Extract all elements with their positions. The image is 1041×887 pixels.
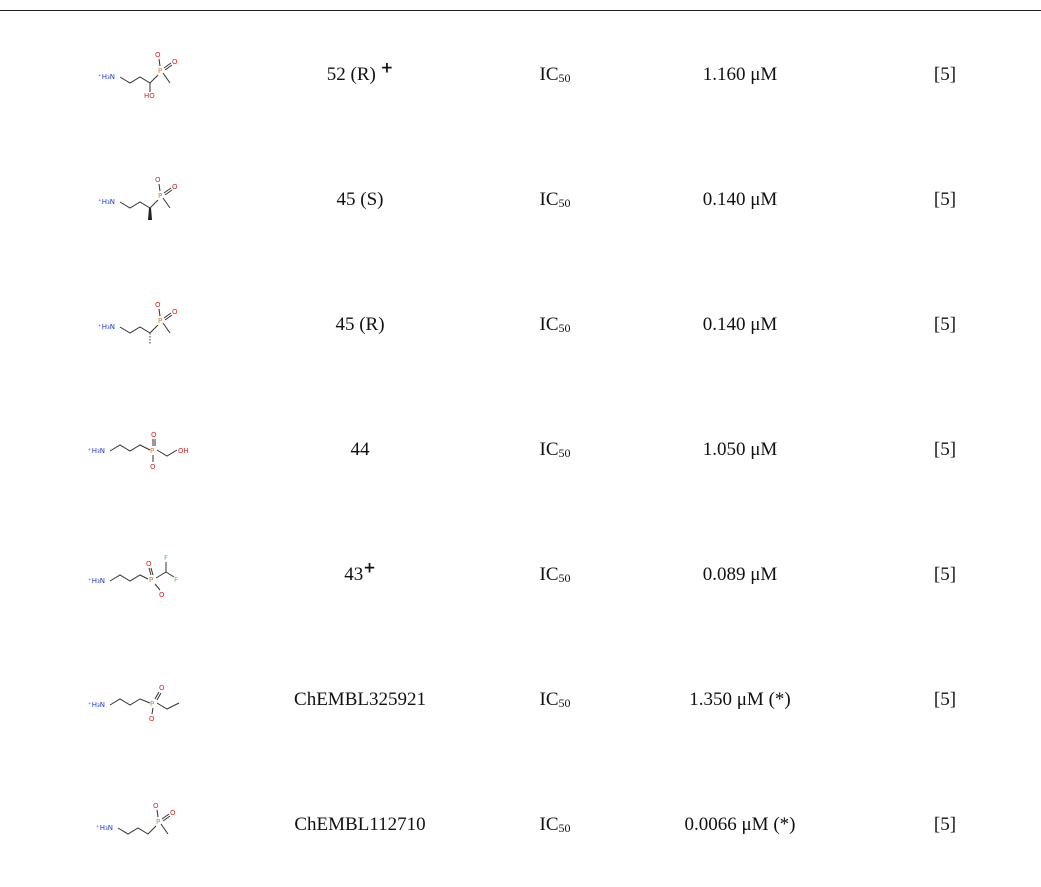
svg-text:O: O	[172, 183, 178, 191]
svg-text:P: P	[150, 447, 154, 455]
structure-cell: ⁺H₃N P O O OH	[70, 418, 220, 482]
structure-cell: ⁺H₃N P O O F F	[70, 543, 220, 607]
compound-mark: +	[363, 558, 376, 577]
aminopropyl-methyl-r-phosphinate-structure-icon: ⁺H₃N P O O	[98, 301, 178, 345]
svg-text:P: P	[149, 576, 153, 584]
svg-text:O: O	[149, 715, 155, 723]
svg-text:O: O	[159, 684, 165, 692]
reference: [5]	[933, 813, 957, 835]
aminopropyl-ethyl-phosphinate-structure-icon: ⁺H₃N P O O	[88, 684, 180, 723]
measure-type: IC50	[539, 63, 571, 85]
svg-text:⁺H₃N: ⁺H₃N	[98, 198, 115, 206]
aminopropyl-hydroxymethyl-phosphinate-structure-icon: ⁺H₃N P O O OH	[88, 431, 189, 471]
table-row: ⁺H₃N P O O 45 (R) IC50 0.140 μM [5]	[0, 262, 1041, 387]
svg-text:⁺H₃N: ⁺H₃N	[98, 73, 115, 81]
activity-value: 1.350 μM (*)	[689, 688, 791, 710]
svg-text:⁺H₃N: ⁺H₃N	[88, 447, 105, 455]
aminopropyl-methyl-s-phosphinate-structure-icon: ⁺H₃N P O O	[98, 176, 178, 220]
structure-cell: ⁺H₃N P O O	[70, 668, 220, 732]
svg-text:P: P	[150, 700, 154, 708]
svg-text:⁺H₃N: ⁺H₃N	[88, 577, 105, 585]
table-row: ⁺H₃N HO P O O 52 (R) + IC50 1.160 μM [5]	[0, 12, 1041, 137]
compound-id: 52 (R) +	[326, 58, 394, 85]
compound-id: ChEMBL112710	[294, 813, 426, 835]
svg-text:F: F	[164, 554, 168, 562]
activity-value: 0.0066 μM (*)	[684, 813, 796, 835]
compound-id: 45 (S)	[336, 188, 384, 210]
measure-type: IC50	[539, 813, 571, 835]
svg-text:F: F	[174, 576, 178, 584]
compound-id: ChEMBL325921	[294, 688, 426, 710]
table-row: ⁺H₃N P O O 45 (S) IC50 0.140 μM [5]	[0, 137, 1041, 262]
reference: [5]	[933, 188, 957, 210]
aminopropyl-methyl-phosphinate-structure-icon: ⁺H₃N P O O	[96, 802, 176, 835]
svg-text:O: O	[153, 802, 159, 810]
svg-text:O: O	[155, 301, 161, 309]
compound-id: 45 (R)	[335, 313, 385, 335]
aminopropyl-difluoromethyl-phosphinate-structure-icon: ⁺H₃N P O O F F	[88, 554, 178, 599]
activity-value: 1.050 μM	[702, 438, 778, 460]
svg-text:P: P	[158, 67, 162, 75]
activity-value: 0.140 μM	[702, 313, 778, 335]
compound-mark: +	[380, 58, 394, 77]
reference: [5]	[933, 438, 957, 460]
svg-text:⁺H₃N: ⁺H₃N	[88, 701, 105, 709]
svg-text:O: O	[151, 431, 157, 439]
reference: [5]	[933, 313, 957, 335]
svg-text:OH: OH	[178, 447, 189, 455]
table-top-rule	[0, 10, 1041, 11]
svg-text:⁺H₃N: ⁺H₃N	[96, 824, 113, 832]
structure-cell: ⁺H₃N HO P O O	[70, 43, 220, 107]
activity-value: 0.089 μM	[702, 563, 778, 585]
svg-text:O: O	[172, 58, 178, 66]
compound-table: ⁺H₃N HO P O O 52 (R) + IC50 1.160 μM [5]…	[0, 12, 1041, 887]
svg-text:O: O	[150, 463, 156, 471]
measure-type: IC50	[539, 188, 571, 210]
svg-text:O: O	[155, 176, 161, 184]
svg-text:O: O	[146, 560, 152, 568]
svg-text:O: O	[155, 51, 161, 59]
measure-type: IC50	[539, 563, 571, 585]
svg-text:P: P	[158, 192, 162, 200]
measure-type: IC50	[539, 313, 571, 335]
table-row: ⁺H₃N P O O OH 44 IC50 1.050 μM [5]	[0, 387, 1041, 512]
svg-text:P: P	[156, 818, 160, 826]
structure-cell: ⁺H₃N P O O	[70, 293, 220, 357]
svg-text:P: P	[158, 317, 162, 325]
reference: [5]	[933, 563, 957, 585]
svg-text:HO: HO	[144, 92, 155, 100]
svg-text:O: O	[172, 308, 178, 316]
svg-text:O: O	[170, 809, 176, 817]
compound-id: 44	[350, 438, 370, 460]
table-row: ⁺H₃N P O O ChEMBL325921 IC50 1.350 μM (*…	[0, 637, 1041, 762]
activity-value: 1.160 μM	[702, 63, 778, 85]
reference: [5]	[933, 63, 957, 85]
structure-cell: ⁺H₃N P O O	[70, 793, 220, 857]
table-row: ⁺H₃N P O O ChEMBL112710 IC50 0.0066 μM (…	[0, 762, 1041, 887]
structure-cell: ⁺H₃N P O O	[70, 168, 220, 232]
measure-type: IC50	[539, 688, 571, 710]
table-row: ⁺H₃N P O O F F 43+ IC50 0.089 μM [5]	[0, 512, 1041, 637]
measure-type: IC50	[539, 438, 571, 460]
aminopropyl-hydroxy-phosphinate-structure-icon: ⁺H₃N HO P O O	[98, 51, 178, 100]
reference: [5]	[933, 688, 957, 710]
svg-text:⁺H₃N: ⁺H₃N	[98, 323, 115, 331]
compound-id: 43+	[344, 558, 376, 585]
svg-text:O: O	[159, 591, 165, 599]
activity-value: 0.140 μM	[702, 188, 778, 210]
